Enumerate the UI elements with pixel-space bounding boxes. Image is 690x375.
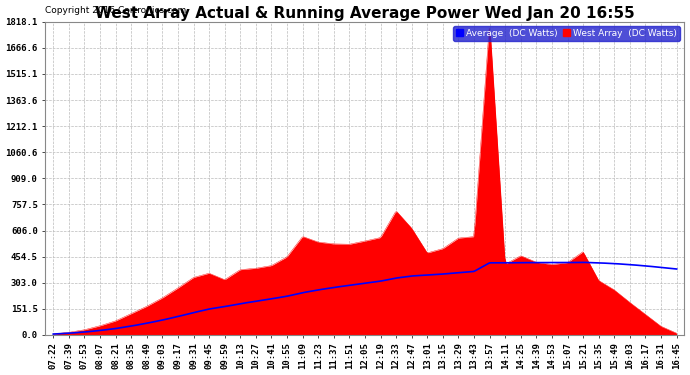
Text: Copyright 2016 Cartronics.com: Copyright 2016 Cartronics.com <box>46 6 187 15</box>
Title: West Array Actual & Running Average Power Wed Jan 20 16:55: West Array Actual & Running Average Powe… <box>95 6 635 21</box>
Legend: Average  (DC Watts), West Array  (DC Watts): Average (DC Watts), West Array (DC Watts… <box>453 26 680 40</box>
